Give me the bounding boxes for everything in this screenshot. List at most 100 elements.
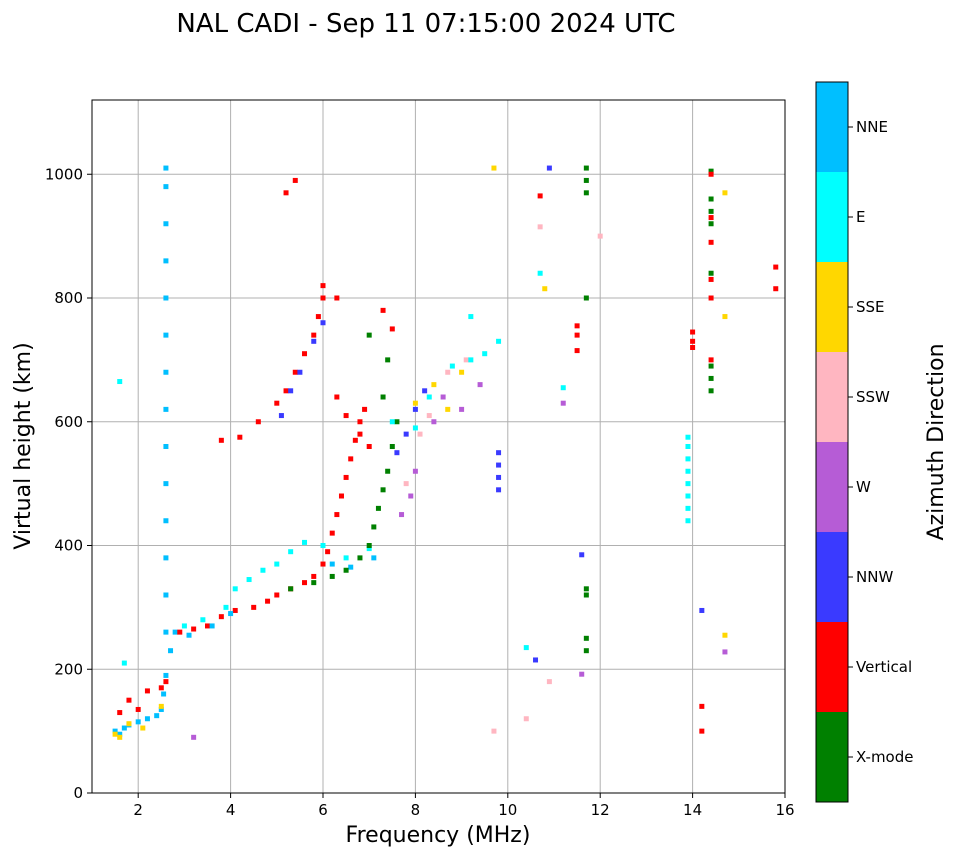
x-tick-label: 2	[133, 801, 143, 819]
echo-point	[163, 481, 169, 487]
axis-ticks: 2 4 6 8 10 12 14 16 0 200 400 600 800 1000	[45, 165, 795, 819]
y-tick-label: 600	[54, 413, 83, 431]
colorbar-swatch	[816, 262, 848, 352]
colorbar-category-label: Vertical	[856, 658, 912, 676]
echo-point	[685, 468, 691, 474]
echo-point	[163, 406, 169, 412]
echo-point	[126, 697, 132, 703]
echo-point	[412, 406, 418, 412]
echo-point	[320, 561, 326, 567]
series-f-trace-e-azimuth	[181, 539, 372, 629]
echo-point	[163, 165, 169, 171]
echo-point	[218, 437, 224, 443]
echo-point	[496, 474, 502, 480]
echo-point	[292, 177, 298, 183]
colorbar-category-label: NNW	[856, 568, 893, 586]
colorbar-category-label: SSW	[856, 388, 890, 406]
echo-point	[690, 338, 696, 344]
echo-point	[297, 369, 303, 375]
echo-point	[685, 493, 691, 499]
echo-point	[329, 530, 335, 536]
echo-point	[117, 731, 123, 737]
echo-point	[385, 468, 391, 474]
echo-point	[690, 329, 696, 335]
echo-point	[366, 444, 372, 449]
echo-point	[338, 493, 344, 499]
echo-point	[205, 623, 210, 629]
echo-point	[463, 357, 469, 363]
echo-point	[699, 607, 705, 613]
echo-point	[394, 419, 400, 425]
echo-point	[496, 338, 502, 344]
echo-point	[154, 713, 160, 719]
echo-point	[371, 524, 377, 530]
echo-point	[163, 444, 169, 449]
echo-point	[329, 561, 335, 567]
echo-point	[708, 168, 714, 174]
echo-point	[385, 357, 391, 363]
x-tick-label: 8	[411, 801, 421, 819]
echo-point	[292, 369, 298, 375]
echo-point	[722, 632, 728, 638]
echo-point	[583, 177, 589, 183]
echo-point	[389, 326, 395, 332]
colorbar-category-label: E	[856, 208, 865, 226]
series-x-mode-trace	[288, 332, 400, 592]
echo-point	[708, 270, 714, 276]
echo-point	[274, 561, 280, 567]
echo-point	[168, 648, 174, 654]
echo-point	[459, 369, 465, 375]
echo-point	[265, 598, 271, 604]
echo-point	[218, 614, 224, 620]
colorbar-swatch	[816, 172, 848, 262]
echo-point	[574, 332, 580, 338]
echo-point	[343, 413, 349, 419]
echo-point	[255, 419, 261, 425]
echo-point	[560, 385, 566, 391]
echo-point	[158, 703, 164, 709]
colorbar-swatch	[816, 622, 848, 712]
echo-point	[708, 388, 714, 394]
echo-point	[334, 295, 340, 301]
series-upper-f-trace-nnw	[278, 320, 428, 456]
y-tick-label: 400	[54, 537, 83, 555]
echo-point	[403, 481, 409, 487]
echo-point	[348, 564, 354, 570]
colorbar: X-mode Vertical NNW W SSW SSE E NNE	[815, 81, 913, 803]
echo-point	[163, 518, 169, 524]
echo-point	[380, 394, 386, 400]
echo-point	[163, 295, 169, 301]
y-tick-label: 200	[54, 660, 83, 678]
echo-point	[468, 357, 474, 363]
echo-point	[117, 379, 123, 385]
echo-point	[708, 171, 714, 177]
echo-point	[126, 721, 132, 727]
echo-point	[560, 400, 566, 406]
series-scattered-e	[117, 270, 566, 666]
echo-point	[459, 406, 465, 412]
echo-point	[228, 611, 234, 617]
series-scattered-w	[191, 400, 728, 740]
echo-point	[348, 456, 354, 462]
echo-point	[449, 363, 455, 369]
echo-point	[491, 165, 497, 171]
echo-point	[357, 555, 363, 561]
colorbar-swatch	[816, 352, 848, 442]
echo-point	[135, 706, 141, 712]
echo-point	[708, 276, 714, 282]
series-upper-f-trace-vertical	[218, 283, 395, 449]
echo-point	[320, 283, 326, 289]
echo-point	[496, 450, 502, 456]
echo-point	[311, 573, 317, 579]
echo-point	[311, 332, 317, 338]
echo-point	[163, 672, 169, 678]
echo-point	[773, 264, 779, 270]
echo-point	[708, 215, 714, 221]
x-tick-label: 4	[226, 801, 236, 819]
echo-point	[389, 444, 395, 449]
echo-point	[597, 233, 603, 239]
echo-point	[334, 394, 340, 400]
echo-point	[288, 388, 294, 394]
echo-point	[366, 546, 372, 552]
echo-point	[399, 512, 405, 518]
